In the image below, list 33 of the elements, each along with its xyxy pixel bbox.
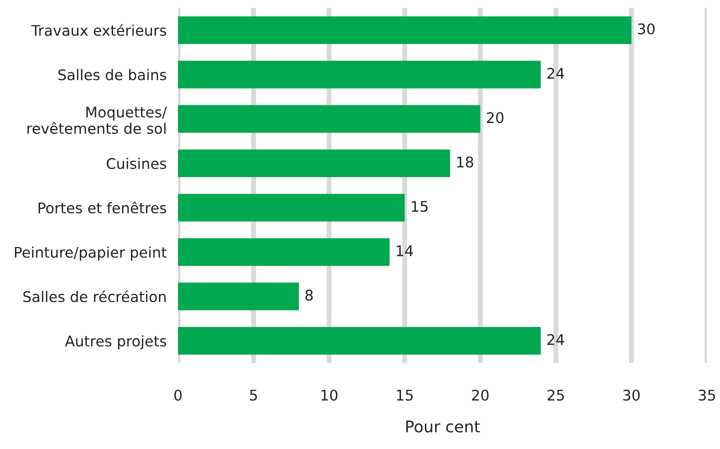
y-tick-label: Travaux extérieurs bbox=[31, 24, 166, 36]
data-label: 24 bbox=[547, 334, 564, 345]
bar bbox=[178, 327, 541, 355]
bar bbox=[178, 60, 541, 88]
x-tick-label: 25 bbox=[548, 390, 564, 401]
x-tick-label: 35 bbox=[698, 390, 716, 401]
bar bbox=[178, 194, 405, 222]
y-tick-label: Cuisines bbox=[106, 158, 166, 170]
y-tick-label: Salles de bains bbox=[58, 69, 166, 80]
data-label: 8 bbox=[305, 290, 313, 301]
data-label: 14 bbox=[396, 245, 413, 256]
data-label: 30 bbox=[638, 23, 655, 34]
data-label: 18 bbox=[457, 156, 474, 168]
data-label: 24 bbox=[547, 68, 564, 79]
y-tick-label: Salles de récréation bbox=[23, 290, 166, 302]
x-tick-label: 20 bbox=[472, 390, 489, 401]
bar bbox=[178, 16, 632, 44]
x-tick-label: 5 bbox=[250, 390, 257, 401]
bar bbox=[178, 105, 480, 133]
bar bbox=[178, 150, 450, 178]
data-label: 20 bbox=[486, 112, 504, 124]
y-tick-label: Moquettes/ revêtements de sol bbox=[27, 106, 167, 134]
x-tick-label: 0 bbox=[174, 390, 182, 401]
x-tick-label: 30 bbox=[623, 390, 640, 401]
y-tick-label: Portes et fenêtres bbox=[38, 202, 166, 214]
bar bbox=[178, 282, 299, 310]
x-tick-label: 15 bbox=[397, 390, 413, 401]
x-axis-title: Pour cent bbox=[406, 420, 480, 433]
data-label: 15 bbox=[412, 201, 428, 212]
x-tick-label: 10 bbox=[321, 390, 338, 401]
y-tick-label: Peinture/papier peint bbox=[14, 246, 167, 261]
bar bbox=[178, 238, 390, 266]
y-tick-label: Autres projets bbox=[65, 335, 166, 350]
